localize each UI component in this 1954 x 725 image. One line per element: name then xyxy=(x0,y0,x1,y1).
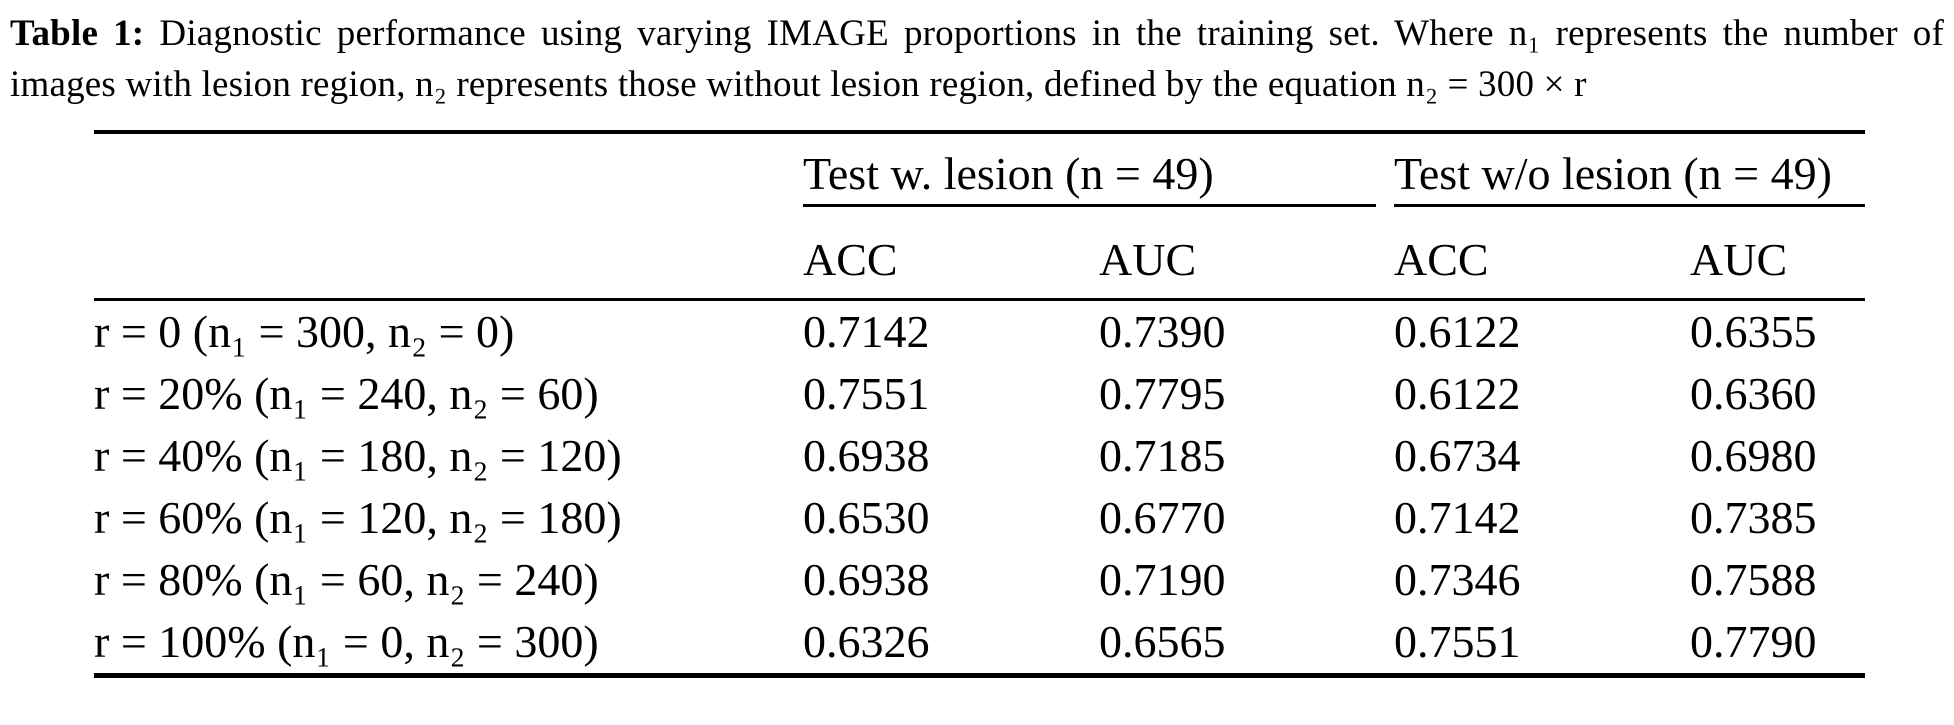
value-cell: 0.7346 xyxy=(1394,554,1521,605)
row-label: r = 60% (n₁ = 120, n₂ = 180) xyxy=(94,492,622,543)
table-row: r = 80% (n₁ = 60, n₂ = 240) 0.6938 0.719… xyxy=(94,549,1865,611)
row-label: r = 80% (n₁ = 60, n₂ = 240) xyxy=(94,554,599,605)
value-cell: 0.6355 xyxy=(1690,306,1817,357)
value-cell: 0.6938 xyxy=(803,554,930,605)
table-caption: Table 1: Diagnostic performance using va… xyxy=(0,0,1954,110)
value-cell: 0.6360 xyxy=(1690,368,1817,419)
header-auc-with-lesion: AUC xyxy=(1099,207,1394,301)
value-cell: 0.7588 xyxy=(1690,554,1817,605)
value-cell: 0.7390 xyxy=(1099,306,1226,357)
value-cell: 0.7551 xyxy=(1394,616,1521,667)
caption-label: Table 1: xyxy=(10,13,145,54)
value-cell: 0.7795 xyxy=(1099,368,1226,419)
row-label: r = 20% (n₁ = 240, n₂ = 60) xyxy=(94,368,599,419)
group-label-without-lesion: Test w/o lesion (n = 49) xyxy=(1394,148,1866,207)
value-cell: 0.6770 xyxy=(1099,492,1226,543)
column-group-test-without-lesion: Test w/o lesion (n = 49) xyxy=(1394,134,1866,207)
value-cell: 0.7385 xyxy=(1690,492,1817,543)
value-cell: 0.7790 xyxy=(1690,616,1817,667)
group-label-with-lesion: Test w. lesion (n = 49) xyxy=(803,148,1376,207)
table-row: r = 40% (n₁ = 180, n₂ = 120) 0.6938 0.71… xyxy=(94,425,1865,487)
value-cell: 0.6326 xyxy=(803,616,930,667)
value-cell: 0.6122 xyxy=(1394,368,1521,419)
row-label: r = 100% (n₁ = 0, n₂ = 300) xyxy=(94,616,599,667)
table-row: r = 100% (n₁ = 0, n₂ = 300) 0.6326 0.656… xyxy=(94,611,1865,673)
value-cell: 0.7190 xyxy=(1099,554,1226,605)
row-label: r = 40% (n₁ = 180, n₂ = 120) xyxy=(94,430,622,481)
value-cell: 0.6980 xyxy=(1690,430,1817,481)
empty-corner-cell xyxy=(94,134,803,207)
metric-header-row: ACC AUC ACC AUC xyxy=(94,207,1866,301)
value-cell: 0.7142 xyxy=(803,306,930,357)
table-row: r = 0 (n₁ = 300, n₂ = 0) 0.7142 0.7390 0… xyxy=(94,301,1865,363)
header-auc-without-lesion: AUC xyxy=(1690,207,1866,301)
column-group-test-with-lesion: Test w. lesion (n = 49) xyxy=(803,134,1394,207)
table-row: r = 20% (n₁ = 240, n₂ = 60) 0.7551 0.779… xyxy=(94,363,1865,425)
results-table-container: Test w. lesion (n = 49) Test w/o lesion … xyxy=(94,130,1954,678)
header-acc-without-lesion: ACC xyxy=(1394,207,1690,301)
value-cell: 0.6938 xyxy=(803,430,930,481)
empty-label-header-cell xyxy=(94,207,803,301)
column-group-header-row: Test w. lesion (n = 49) Test w/o lesion … xyxy=(94,134,1866,207)
value-cell: 0.7551 xyxy=(803,368,930,419)
results-table: Test w. lesion (n = 49) Test w/o lesion … xyxy=(94,130,1866,678)
row-label: r = 0 (n₁ = 300, n₂ = 0) xyxy=(94,306,515,357)
caption-text: Diagnostic performance using varying IMA… xyxy=(10,13,1945,105)
header-acc-with-lesion: ACC xyxy=(803,207,1099,301)
value-cell: 0.6530 xyxy=(803,492,930,543)
value-cell: 0.7185 xyxy=(1099,430,1226,481)
value-cell: 0.6565 xyxy=(1099,616,1226,667)
value-cell: 0.7142 xyxy=(1394,492,1521,543)
value-cell: 0.6122 xyxy=(1394,306,1521,357)
table-row: r = 60% (n₁ = 120, n₂ = 180) 0.6530 0.67… xyxy=(94,487,1865,549)
value-cell: 0.6734 xyxy=(1394,430,1521,481)
